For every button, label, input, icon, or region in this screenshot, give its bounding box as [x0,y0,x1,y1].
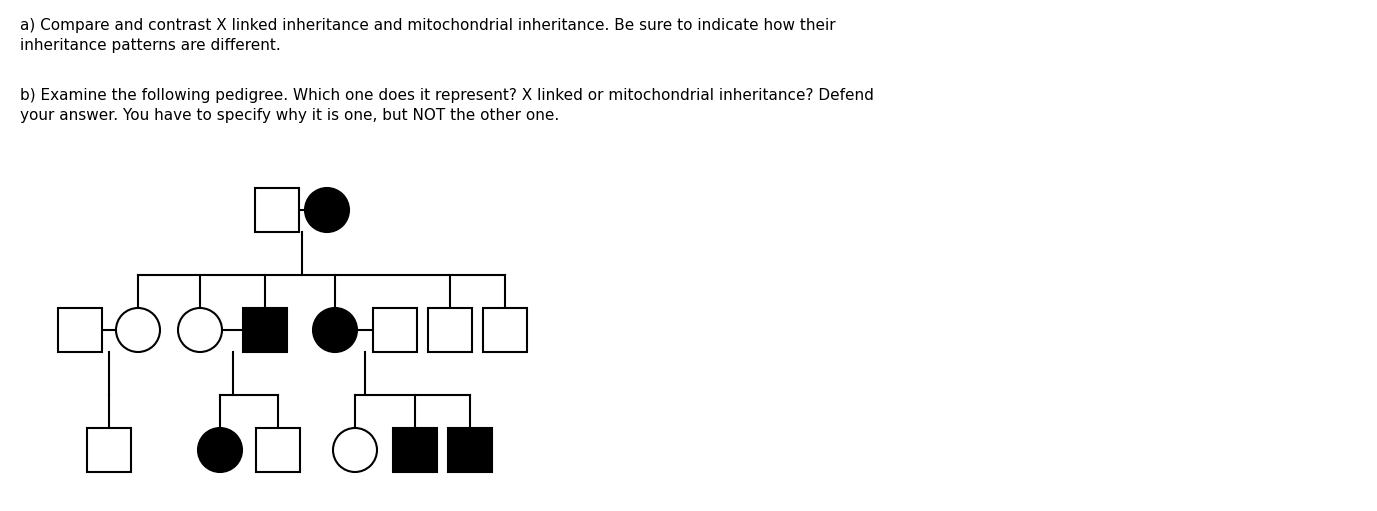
Bar [373,308,417,352]
Text: b) Examine the following pedigree. Which one does it represent? X linked or mito: b) Examine the following pedigree. Which… [21,88,874,123]
Bar [483,308,527,352]
Bar [87,428,131,472]
Bar [448,428,492,472]
Ellipse shape [304,188,348,232]
Ellipse shape [313,308,357,352]
Bar [256,428,300,472]
Bar [255,188,299,232]
Text: a) Compare and contrast X linked inheritance and mitochondrial inheritance. Be s: a) Compare and contrast X linked inherit… [21,18,836,53]
Bar [58,308,102,352]
Ellipse shape [116,308,160,352]
Bar [392,428,437,472]
Ellipse shape [178,308,222,352]
Bar [428,308,472,352]
Ellipse shape [333,428,377,472]
Bar [242,308,286,352]
Ellipse shape [198,428,242,472]
